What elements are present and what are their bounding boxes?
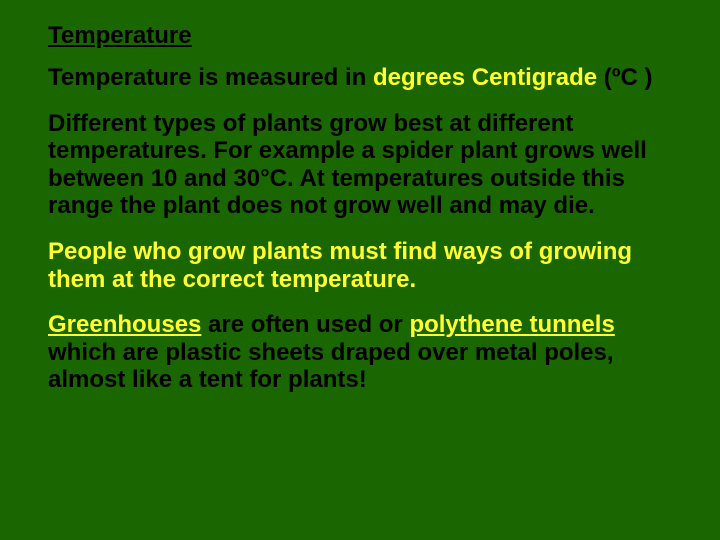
paragraph-3: People who grow plants must find ways of… bbox=[48, 238, 680, 293]
paragraph-2: Different types of plants grow best at d… bbox=[48, 110, 680, 220]
paragraph-4: Greenhouses are often used or polythene … bbox=[48, 311, 680, 394]
p1-text2: (ºC ) bbox=[597, 64, 652, 91]
p1-degrees: degrees Centigrade bbox=[373, 64, 597, 91]
p4-polythene: polythene tunnels bbox=[409, 311, 614, 338]
p1-text1: Temperature is measured in bbox=[48, 64, 373, 91]
p4-greenhouses: Greenhouses bbox=[48, 311, 201, 338]
heading-temperature: Temperature bbox=[48, 22, 680, 50]
p4-text2: which are plastic sheets draped over met… bbox=[48, 339, 614, 394]
paragraph-1: Temperature is measured in degrees Centi… bbox=[48, 64, 680, 92]
p4-text1: are often used or bbox=[201, 311, 409, 338]
